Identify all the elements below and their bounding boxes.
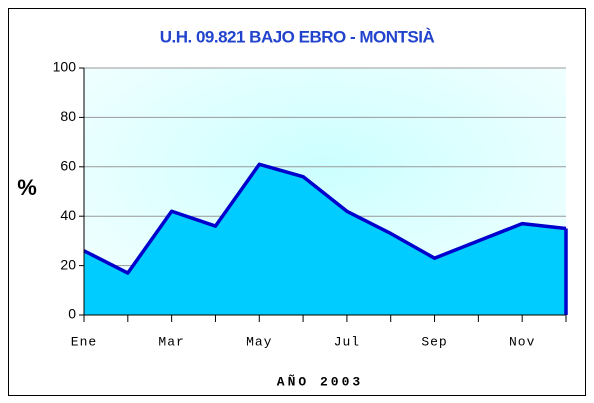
x-tick-label: May <box>246 334 272 349</box>
area <box>84 164 566 315</box>
y-tick-label: 0 <box>68 306 76 322</box>
y-tick-label: 40 <box>60 207 76 223</box>
x-axis-title: AÑO 2003 <box>277 374 363 389</box>
y-tick-label: 60 <box>60 158 76 174</box>
y-tick-label: 80 <box>60 108 76 124</box>
area-edge <box>83 162 567 275</box>
chart-title: U.H. 09.821 BAJO EBRO - MONTSIÀ <box>160 27 435 46</box>
x-tick-label: Jul <box>334 334 360 349</box>
x-tick-label: Nov <box>509 334 535 349</box>
y-tick-label: 20 <box>60 256 76 272</box>
x-tick-label: Sep <box>421 334 447 349</box>
y-tick-label: 100 <box>53 59 77 75</box>
x-tick-label: Ene <box>71 334 97 349</box>
y-axis-title: % <box>17 175 37 200</box>
x-tick-label: Mar <box>158 334 184 349</box>
